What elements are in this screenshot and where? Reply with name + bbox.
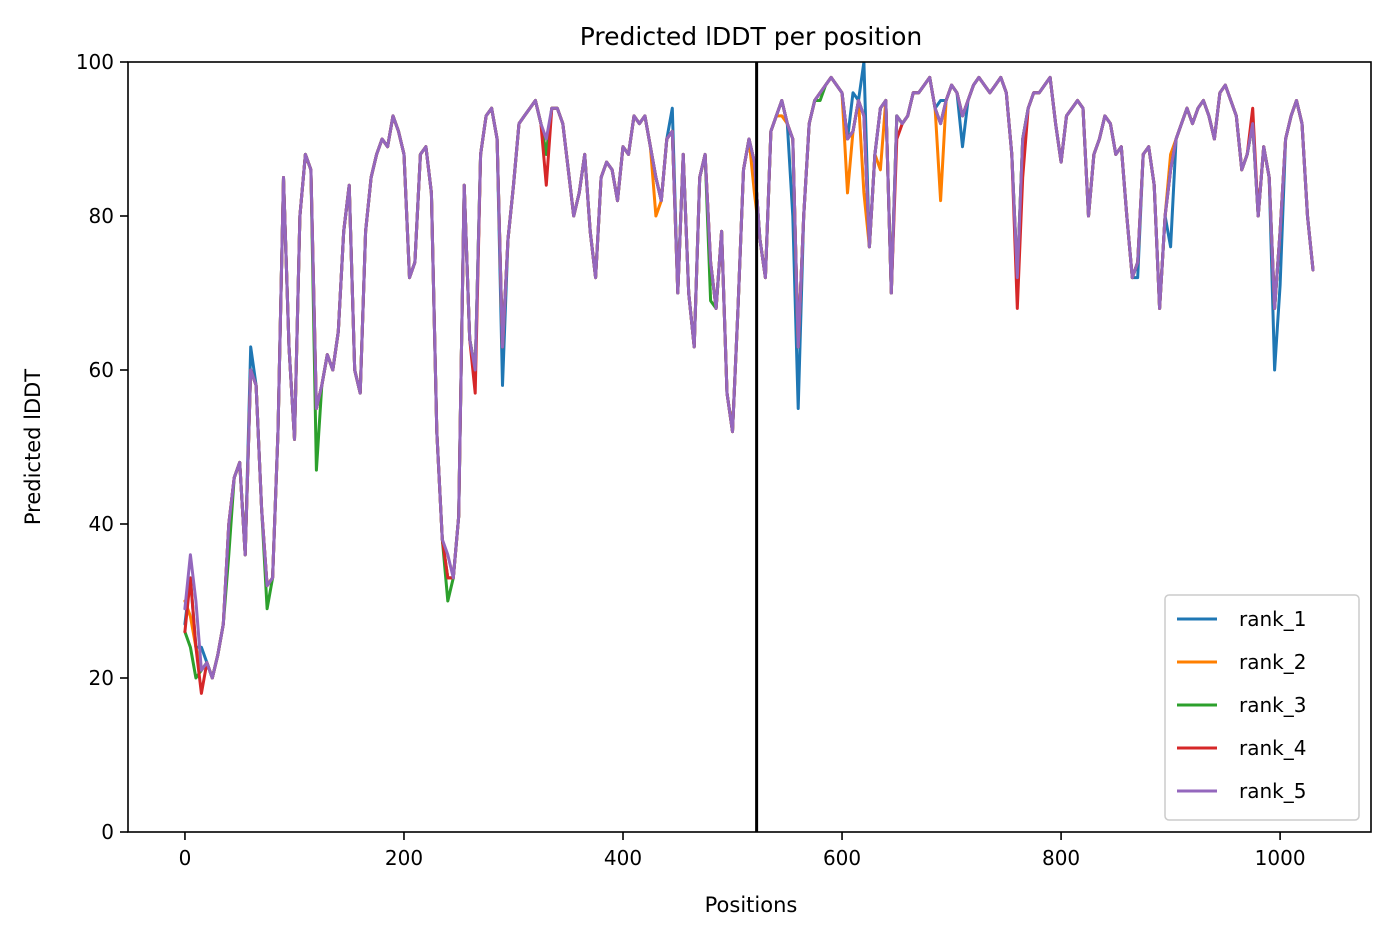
x-tick-label: 200 xyxy=(385,846,423,870)
series-line-rank_5 xyxy=(183,75,1315,680)
y-tick-label: 0 xyxy=(101,820,114,844)
y-axis: 0 20 40 60 80 100 xyxy=(76,50,128,844)
legend-box xyxy=(1164,594,1360,821)
legend-label-rank_4: rank_4 xyxy=(1239,736,1306,760)
plot-frame xyxy=(127,61,1372,833)
y-tick-label: 60 xyxy=(89,358,114,382)
x-tick-label: 0 xyxy=(179,846,192,870)
y-tick-label: 40 xyxy=(89,512,114,536)
x-tick-label: 800 xyxy=(1042,846,1080,870)
x-axis-label: Positions xyxy=(705,893,798,917)
x-axis: 0 200 400 600 800 1000 xyxy=(179,832,1306,870)
x-tick-label: 400 xyxy=(604,846,642,870)
legend-label-rank_5: rank_5 xyxy=(1239,779,1306,803)
y-tick-label: 100 xyxy=(76,50,114,74)
legend-label-rank_3: rank_3 xyxy=(1239,693,1306,717)
x-tick-label: 1000 xyxy=(1255,846,1306,870)
chart-title: Predicted lDDT per position xyxy=(580,22,922,51)
plot-area xyxy=(183,62,1315,832)
y-tick-label: 20 xyxy=(89,666,114,690)
legend-label-rank_2: rank_2 xyxy=(1239,650,1306,674)
x-tick-label: 600 xyxy=(823,846,861,870)
legend-label-rank_1: rank_1 xyxy=(1239,607,1306,631)
y-axis-label: Predicted lDDT xyxy=(21,369,45,525)
y-tick-label: 80 xyxy=(89,204,114,228)
legend: rank_1 rank_2 rank_3 rank_4 rank_5 xyxy=(1164,594,1360,821)
